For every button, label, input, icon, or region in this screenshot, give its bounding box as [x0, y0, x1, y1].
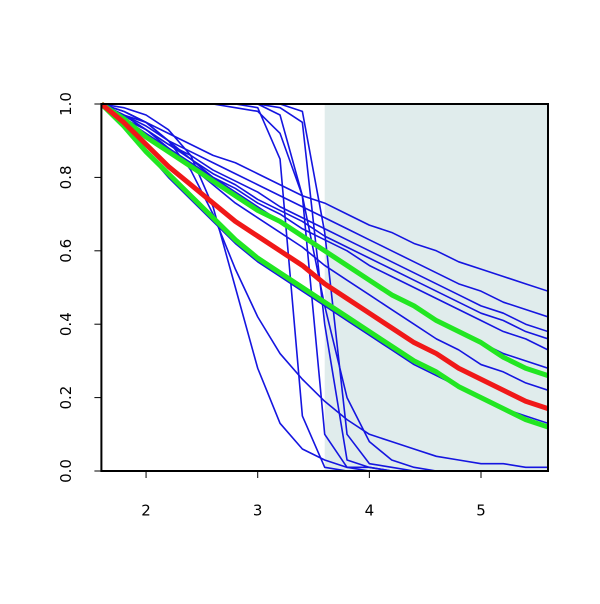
plot-frame [100, 103, 550, 472]
x-tick-label: 5 [476, 502, 486, 520]
y-tick-label: 1.0 [57, 92, 75, 116]
series-line [101, 101, 549, 378]
y-tick-label: 0.0 [57, 459, 75, 483]
series-line [101, 102, 549, 430]
series-line [101, 103, 549, 292]
y-tick-label: 0.6 [57, 239, 75, 263]
x-tick-label: 3 [253, 502, 263, 520]
y-tick-label: 0.8 [57, 165, 75, 189]
series-line [101, 103, 549, 351]
series-line [101, 102, 549, 411]
y-tick-label: 0.4 [57, 312, 75, 336]
y-tick-label: 0.2 [57, 386, 75, 410]
x-tick-label: 2 [141, 502, 151, 520]
series-line [101, 103, 549, 318]
x-tick-label: 4 [365, 502, 375, 520]
series-line [101, 103, 548, 469]
